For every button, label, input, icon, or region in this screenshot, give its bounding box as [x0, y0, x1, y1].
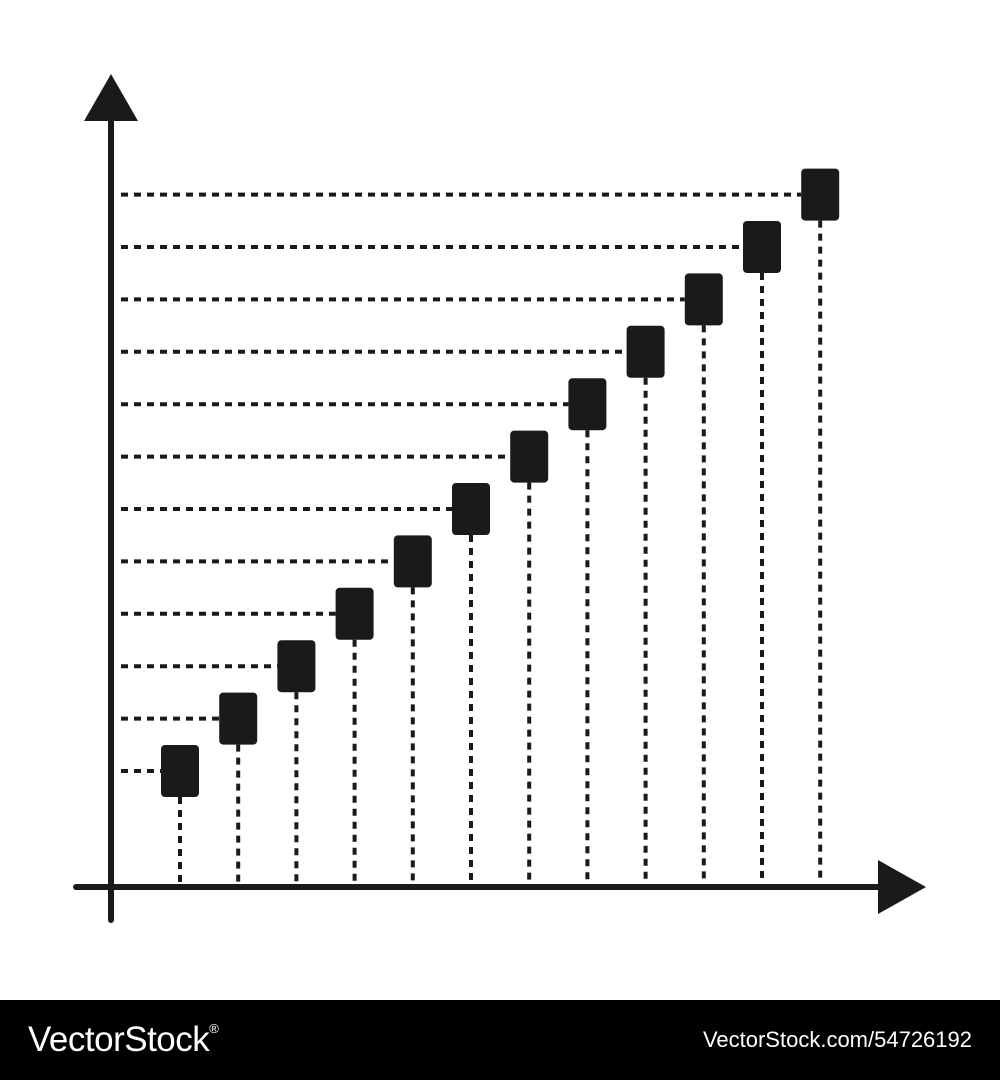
data-point-marker — [684, 273, 723, 326]
data-point-marker — [219, 692, 258, 745]
data-point-marker — [743, 221, 781, 273]
data-point-marker — [335, 587, 374, 640]
x-axis-arrow-icon — [878, 860, 926, 914]
data-point-marker — [393, 535, 432, 588]
data-point-marker — [510, 430, 549, 483]
image-id: VectorStock.com/54726192 — [702, 1027, 972, 1052]
brand-logo: VectorStock® — [28, 1020, 219, 1060]
guide-lines — [121, 192, 823, 883]
data-point-marker — [626, 325, 665, 378]
data-point-marker — [801, 168, 840, 221]
data-point-marker — [568, 378, 607, 431]
brand-registered-mark: ® — [209, 1021, 219, 1036]
brand-name: VectorStock — [28, 1020, 210, 1059]
data-point-marker — [452, 483, 490, 535]
data-point-marker — [277, 640, 316, 693]
watermark-footer: VectorStock® VectorStock.com/54726192 — [0, 1000, 1000, 1080]
axes — [73, 74, 926, 923]
data-point-marker — [161, 745, 199, 797]
y-axis-arrow-icon — [84, 74, 138, 121]
data-markers — [161, 168, 840, 797]
chart — [73, 74, 926, 923]
chart-area — [73, 74, 926, 923]
